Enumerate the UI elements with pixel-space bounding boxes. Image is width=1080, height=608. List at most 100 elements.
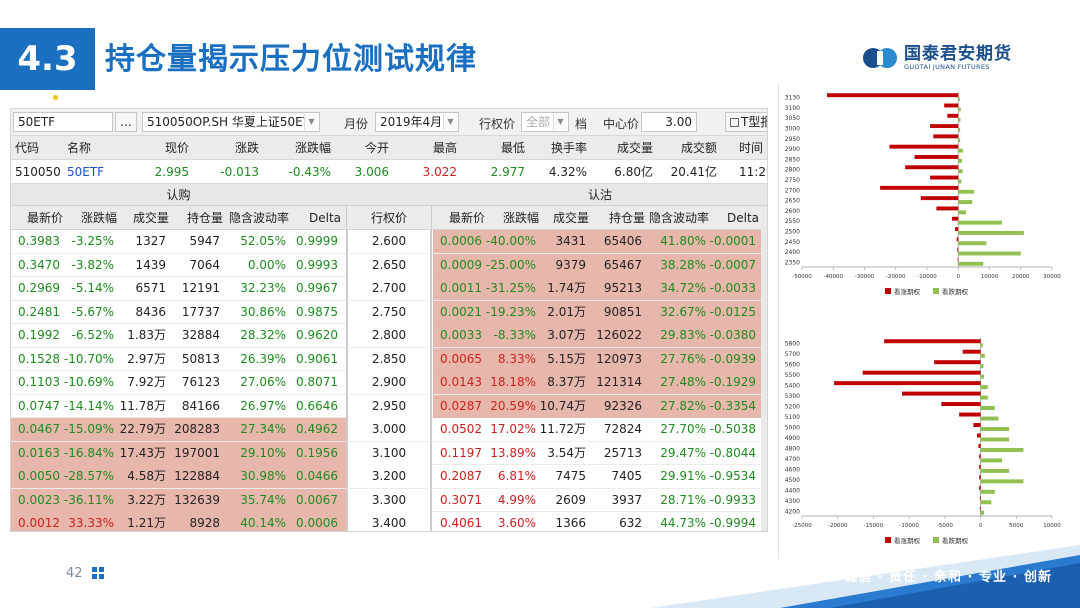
option-cell-c-delta: 0.9967 (296, 281, 338, 295)
option-row[interactable]: 0.0467 -15.09% 22.79万 208283 27.34% 0.4962 3.0… (11, 418, 767, 442)
option-cell-c-oi: 5947 (189, 234, 220, 248)
option-row[interactable]: 0.1103 -10.69% 7.92万 76123 27.06% 0.8071 2.900… (11, 371, 767, 395)
quote-header: 成交额 (680, 141, 717, 155)
put-col-header[interactable]: 持仓量 (608, 211, 645, 225)
put-col-header[interactable]: Delta (726, 211, 759, 225)
call-oi-bar (959, 412, 981, 417)
option-cell-c-last: 0.0023 (18, 492, 60, 507)
option-row[interactable]: 0.3983 -3.25% 1327 5947 52.05% 0.9999 2.600 0.0… (11, 230, 767, 254)
option-cell-c-last: 0.1992 (18, 328, 60, 342)
option-cell-p-last: 0.0006 (440, 234, 482, 248)
option-cell-strike: 2.950 (371, 398, 407, 413)
call-oi-bar (979, 485, 981, 490)
option-row[interactable]: 0.1528 -10.70% 2.97万 50813 26.39% 0.9061 2.850… (11, 347, 767, 371)
option-row[interactable]: 0.2969 -5.14% 6571 12191 32.23% 0.9967 2.700 0.… (11, 277, 767, 301)
put-oi-bar (958, 128, 961, 132)
put-col-header[interactable]: 涨跌幅 (502, 211, 539, 225)
chevron-down-icon[interactable]: ▼ (443, 114, 457, 130)
put-oi-bar (980, 395, 988, 400)
option-cell-p-last: 0.0033 (440, 328, 482, 342)
put-oi-bar (958, 220, 1002, 225)
option-row[interactable]: 0.0747 -14.14% 11.78万 84166 26.97% 0.6646 2.95… (11, 394, 767, 418)
option-row[interactable]: 0.0023 -36.11% 3.22万 132639 35.74% 0.0067 3.30… (11, 488, 767, 512)
call-col-header[interactable]: 涨跌幅 (80, 211, 117, 225)
option-cell-c-oi: 7064 (189, 257, 220, 272)
put-col-header[interactable]: 成交量 (552, 211, 589, 225)
legend-swatch-put (933, 537, 939, 543)
option-cell-strike: 3.200 (371, 469, 407, 483)
option-cell-c-iv: 26.97% (240, 398, 286, 413)
option-cell-c-iv: 30.98% (240, 469, 286, 483)
vertical-scrollbar[interactable] (761, 206, 767, 531)
quote-header-row: 代码 名称 现价 涨跌 涨跌幅 今开 最高 最低 换手率 成交量 成交额 时间 (11, 136, 767, 160)
option-cell-p-delta: -0.9994 (709, 516, 756, 530)
x-tick-label: 20000 (1012, 274, 1030, 280)
option-cell-p-oi: 90851 (603, 304, 642, 319)
contract-select[interactable]: 510050OP.SH 华夏上证50ETF ▼ (142, 112, 320, 132)
put-itm-highlight (433, 300, 767, 324)
put-oi-bar (980, 427, 1010, 431)
option-cell-c-oi: 17737 (181, 304, 220, 319)
quote-value-row[interactable]: 510050 50ETF 2.995 -0.013 -0.43% 3.006 3… (11, 160, 767, 184)
call-oi-bar (979, 496, 981, 501)
strike-select[interactable]: 全部 ▼ (521, 112, 569, 132)
option-cell-c-iv: 40.14% (240, 516, 286, 530)
option-cell-p-iv: 32.67% (660, 304, 706, 319)
put-itm-highlight (433, 230, 767, 253)
option-cell-strike: 3.300 (371, 492, 407, 507)
option-cell-p-delta: -0.0007 (709, 257, 756, 272)
column-divider (431, 206, 432, 531)
t-quote-button[interactable]: T型报 (725, 112, 767, 132)
option-cell-c-iv: 0.00% (247, 257, 286, 272)
quote-value: 50ETF (67, 165, 105, 179)
put-col-header[interactable]: 隐含波动率 (648, 211, 709, 225)
call-col-header[interactable]: 最新价 (26, 211, 63, 225)
chevron-down-icon[interactable]: ▼ (304, 114, 318, 130)
option-row[interactable]: 0.0163 -16.84% 17.43万 197001 29.10% 0.1956 3.1… (11, 441, 767, 465)
option-cell-p-iv: 41.80% (660, 234, 706, 248)
legend-label-call: 看涨期权 (894, 287, 921, 296)
option-cell-p-iv: 27.70% (660, 422, 706, 436)
option-row[interactable]: 0.2481 -5.67% 8436 17737 30.86% 0.9875 2.750 0.… (11, 300, 767, 324)
put-oi-bar (980, 458, 1002, 463)
option-cell-p-last: 0.3071 (440, 492, 482, 507)
option-cell-c-iv: 35.74% (240, 492, 286, 507)
option-cell-p-iv: 29.47% (660, 445, 706, 460)
quote-value: 2.977 (490, 165, 525, 179)
category-label: 4200 (785, 508, 800, 515)
t-quote-label: T型报 (741, 115, 767, 129)
call-section-label: 认购 (166, 188, 191, 202)
option-cell-c-last: 0.1103 (18, 375, 60, 389)
option-cell-c-oi: 76123 (181, 375, 220, 389)
option-cell-p-chg: 20.59% (490, 398, 536, 413)
option-cell-c-delta: 0.6646 (296, 398, 338, 413)
call-oi-bar (962, 349, 981, 354)
call-col-header[interactable]: 隐含波动率 (228, 211, 289, 225)
option-cell-strike: 2.850 (371, 351, 407, 366)
code-input[interactable]: 50ETF (13, 112, 113, 132)
option-cell-p-oi: 95213 (603, 281, 642, 295)
strike-col-header[interactable]: 行权价 (370, 211, 407, 225)
call-col-header[interactable]: 成交量 (132, 211, 169, 225)
option-row[interactable]: 0.0050 -28.57% 4.58万 122884 30.98% 0.0466 3.20… (11, 465, 767, 489)
category-label: 4500 (785, 477, 800, 484)
option-cell-p-iv: 29.83% (660, 328, 706, 342)
option-cell-c-chg: -10.69% (63, 375, 114, 389)
option-row[interactable]: 0.0012 33.33% 1.21万 8928 40.14% 0.0006 3.400 0.… (11, 512, 767, 531)
category-label: 4600 (785, 466, 800, 473)
legend-swatch-call (885, 537, 891, 543)
option-t-quote-panel: 50ETF ... 510050OP.SH 华夏上证50ETF ▼ 月份 201… (10, 108, 768, 532)
option-cell-c-delta: 0.1956 (296, 445, 338, 460)
category-label: 4400 (785, 487, 800, 494)
center-price-input[interactable]: 3.00 (641, 112, 697, 132)
option-row[interactable]: 0.1992 -6.52% 1.83万 32884 28.32% 0.9620 2.800 0… (11, 324, 767, 348)
call-col-header[interactable]: 持仓量 (186, 211, 223, 225)
month-select[interactable]: 2019年4月 ▼ (375, 112, 459, 132)
strike-cell-bg (347, 324, 431, 347)
chevron-down-icon[interactable]: ▼ (553, 114, 567, 130)
option-row[interactable]: 0.3470 -3.82% 1439 7064 0.00% 0.9993 2.650 0.00… (11, 253, 767, 277)
put-col-header[interactable]: 最新价 (448, 211, 485, 225)
call-col-header[interactable]: Delta (308, 211, 341, 225)
ellipsis-button[interactable]: ... (115, 112, 137, 132)
option-cell-c-delta: 0.9875 (296, 304, 338, 319)
